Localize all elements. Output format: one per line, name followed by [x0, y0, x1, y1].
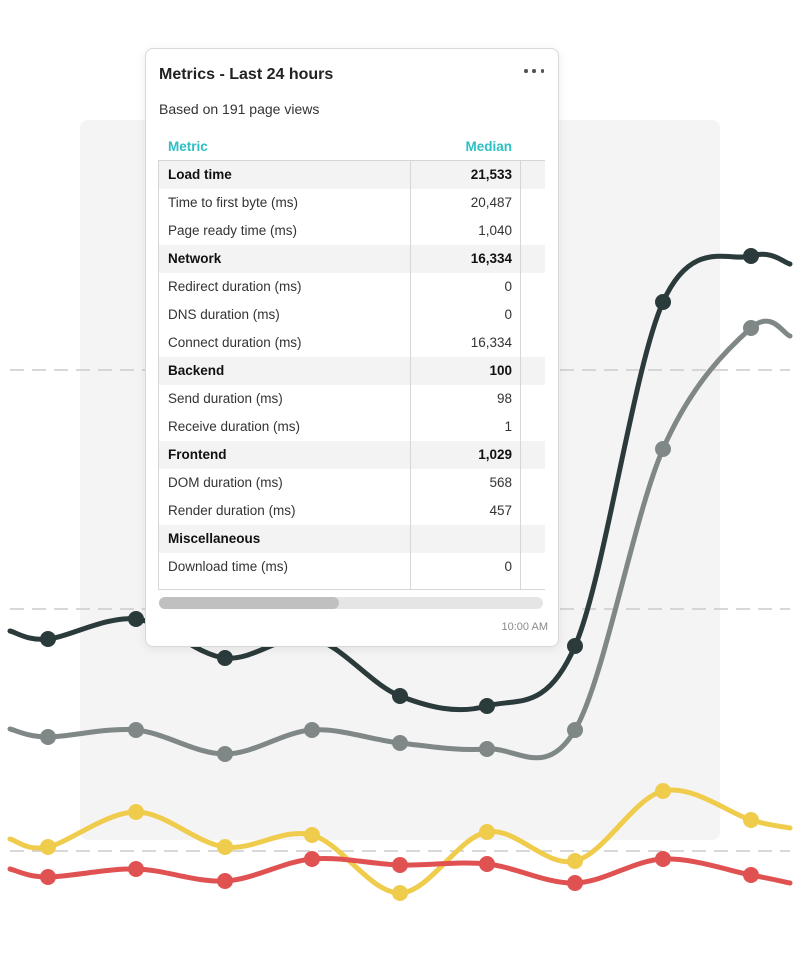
- chart-data-point: [392, 688, 408, 704]
- column-divider: [410, 161, 411, 589]
- chart-data-point: [217, 839, 233, 855]
- metrics-card: Metrics - Last 24 hours Based on 191 pag…: [145, 48, 559, 647]
- chart-data-point: [567, 875, 583, 891]
- chart-data-point: [567, 722, 583, 738]
- chart-data-point: [479, 741, 495, 757]
- chart-data-point: [743, 812, 759, 828]
- metric-median-value: 1,029: [478, 447, 512, 462]
- table-group-row[interactable]: Miscellaneous: [159, 525, 545, 553]
- chart-data-point: [40, 631, 56, 647]
- table-group-row[interactable]: Network 16,334: [159, 245, 545, 273]
- column-header-median[interactable]: Median: [465, 139, 512, 154]
- metric-name: Network: [168, 251, 222, 266]
- card-subtitle: Based on 191 page views: [159, 101, 320, 117]
- metric-name: DOM duration (ms): [168, 475, 283, 490]
- table-group-row[interactable]: Frontend 1,029: [159, 441, 545, 469]
- chart-data-point: [743, 320, 759, 336]
- chart-data-point: [217, 873, 233, 889]
- metric-name: Download time (ms): [168, 559, 289, 574]
- chart-series-line: [7, 787, 793, 896]
- chart-data-point: [392, 885, 408, 901]
- chart-data-point: [392, 735, 408, 751]
- chart-data-point: [479, 856, 495, 872]
- chart-data-point: [567, 638, 583, 654]
- chart-data-point: [40, 839, 56, 855]
- table-row[interactable]: DNS duration (ms) 0: [159, 301, 545, 329]
- chart-data-point: [743, 248, 759, 264]
- metric-median-value: 20,487: [470, 195, 512, 210]
- chart-data-point: [304, 827, 320, 843]
- metric-median-value: 1,040: [478, 223, 512, 238]
- chart-data-point: [217, 746, 233, 762]
- metric-name: Send duration (ms): [168, 391, 283, 406]
- metric-name: Load time: [168, 167, 232, 182]
- metric-name: Render duration (ms): [168, 503, 296, 518]
- chart-data-point: [304, 851, 320, 867]
- chart-data-point: [40, 729, 56, 745]
- metric-median-value: 98: [496, 391, 512, 406]
- chart-data-point: [304, 722, 320, 738]
- metric-median-value: 21,533: [470, 167, 512, 182]
- chart-data-point: [479, 824, 495, 840]
- column-header-metric[interactable]: Metric: [168, 139, 208, 154]
- card-title: Metrics - Last 24 hours: [159, 66, 334, 83]
- timestamp: 10:00 AM: [501, 621, 548, 633]
- chart-data-point: [128, 722, 144, 738]
- table-row[interactable]: Render duration (ms) 457: [159, 497, 545, 525]
- column-divider: [520, 161, 521, 589]
- chart-data-point: [40, 869, 56, 885]
- metric-name: Page ready time (ms): [168, 223, 298, 238]
- metric-median-value: 0: [504, 279, 512, 294]
- metric-name: Time to first byte (ms): [168, 195, 299, 210]
- chart-data-point: [128, 861, 144, 877]
- table-row[interactable]: DOM duration (ms) 568: [159, 469, 545, 497]
- metric-name: Backend: [168, 363, 225, 378]
- metric-median-value: 457: [489, 503, 512, 518]
- chart-data-point: [479, 698, 495, 714]
- metric-median-value: 1: [504, 419, 512, 434]
- chart-data-point: [567, 853, 583, 869]
- metric-median-value: 16,334: [470, 335, 512, 350]
- table-row[interactable]: Redirect duration (ms) 0: [159, 273, 545, 301]
- metric-name: Frontend: [168, 447, 227, 462]
- metric-median-value: 0: [504, 559, 512, 574]
- chart-data-point: [128, 611, 144, 627]
- chart-data-point: [655, 294, 671, 310]
- table-row[interactable]: Time to first byte (ms) 20,487: [159, 189, 545, 217]
- table-row[interactable]: Page ready time (ms) 1,040: [159, 217, 545, 245]
- metrics-table: Load time 21,533 Time to first byte (ms) 20…: [158, 160, 545, 590]
- horizontal-scrollbar[interactable]: [159, 597, 543, 609]
- metric-median-value: 568: [489, 475, 512, 490]
- scrollbar-thumb[interactable]: [159, 597, 339, 609]
- table-row[interactable]: Receive duration (ms) 1: [159, 413, 545, 441]
- chart-data-point: [655, 441, 671, 457]
- table-group-row[interactable]: Backend 100: [159, 357, 545, 385]
- more-horizontal-icon[interactable]: [524, 63, 544, 79]
- chart-data-point: [128, 804, 144, 820]
- metric-median-value: 100: [489, 363, 512, 378]
- metric-median-value: 0: [504, 307, 512, 322]
- table-row[interactable]: Connect duration (ms) 16,334: [159, 329, 545, 357]
- metric-median-value: 16,334: [470, 251, 512, 266]
- metric-name: Redirect duration (ms): [168, 279, 302, 294]
- metric-name: Miscellaneous: [168, 531, 261, 546]
- metric-name: Connect duration (ms): [168, 335, 302, 350]
- chart-data-point: [743, 867, 759, 883]
- table-row[interactable]: Download time (ms) 0: [159, 553, 545, 581]
- table-row[interactable]: Send duration (ms) 98: [159, 385, 545, 413]
- chart-data-point: [392, 857, 408, 873]
- chart-data-point: [655, 851, 671, 867]
- metric-name: DNS duration (ms): [168, 307, 280, 322]
- metric-name: Receive duration (ms): [168, 419, 301, 434]
- table-group-row[interactable]: Load time 21,533: [159, 161, 545, 189]
- chart-data-point: [217, 650, 233, 666]
- chart-data-point: [655, 783, 671, 799]
